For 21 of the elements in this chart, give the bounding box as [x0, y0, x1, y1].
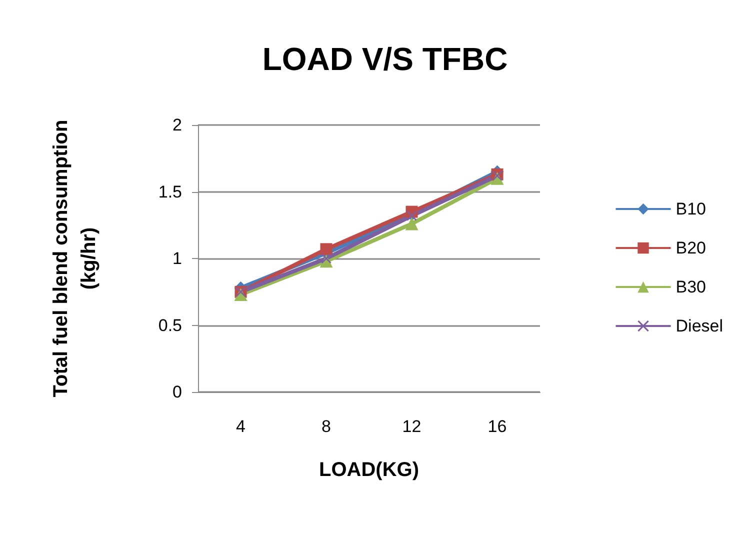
x-tick-label: 16: [488, 417, 507, 436]
chart-title: LOAD V/S TFBC: [262, 41, 508, 77]
point: [405, 217, 418, 230]
y-tick-label: 0.5: [158, 316, 182, 335]
point: [492, 170, 502, 181]
x-tick-label: 8: [322, 417, 331, 436]
x-axis-title: LOAD(KG): [319, 459, 419, 481]
y-tick-label: 0: [172, 382, 182, 402]
legend-label: Diesel: [676, 316, 724, 336]
x-tick-label: 4: [236, 417, 246, 436]
point: [321, 254, 332, 264]
legend-label: B20: [676, 238, 706, 258]
y-tick-label: 1.5: [158, 182, 182, 202]
y-axis-title: Total fuel blend consumption (kg/hr): [50, 120, 100, 398]
legend-label: B10: [676, 200, 706, 218]
x-tick-label: 12: [402, 417, 422, 436]
y-tick-label: 2: [172, 116, 182, 134]
legend-label: B30: [676, 278, 706, 296]
point: [320, 243, 332, 256]
point: [406, 210, 417, 221]
y-tick-label: 1: [172, 249, 182, 268]
